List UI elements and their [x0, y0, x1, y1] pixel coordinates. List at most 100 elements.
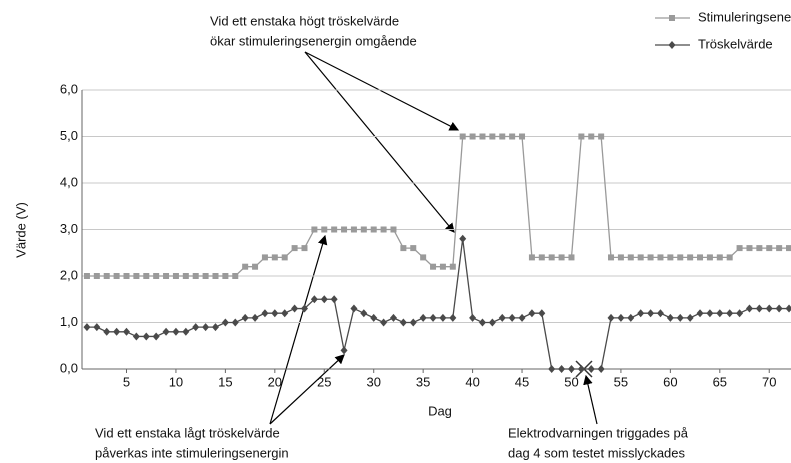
point — [608, 254, 615, 261]
point — [103, 327, 111, 336]
point — [696, 309, 704, 318]
point — [212, 273, 219, 279]
point — [588, 133, 595, 140]
point — [251, 313, 259, 322]
point — [281, 254, 288, 261]
point — [577, 365, 585, 373]
point — [666, 313, 674, 322]
legend-label: Tröskelvärde — [698, 36, 773, 51]
point — [669, 15, 675, 21]
x-tick-label: 25 — [317, 374, 331, 389]
point — [706, 309, 714, 318]
point — [509, 133, 516, 140]
point — [163, 273, 170, 279]
point — [755, 304, 763, 313]
point — [331, 226, 338, 233]
point — [489, 133, 496, 140]
point — [766, 245, 773, 252]
point — [519, 133, 526, 140]
point — [627, 254, 634, 261]
point — [597, 365, 605, 373]
x-tick-label: 35 — [416, 374, 430, 389]
point — [528, 309, 536, 318]
point — [558, 365, 566, 373]
point — [785, 304, 791, 313]
point — [360, 226, 367, 233]
point — [469, 133, 476, 140]
point — [83, 273, 90, 279]
point — [409, 318, 417, 327]
point — [271, 254, 278, 261]
series-line — [86, 238, 790, 370]
point — [775, 304, 783, 313]
point — [291, 245, 298, 252]
annotation: Vid ett enstaka högt tröskelvärde — [210, 13, 399, 28]
point — [578, 133, 585, 140]
point — [528, 254, 535, 261]
point — [617, 254, 624, 261]
point — [667, 254, 674, 261]
point — [133, 273, 140, 279]
series-line — [86, 135, 790, 277]
point — [380, 318, 388, 327]
point — [143, 273, 150, 279]
point — [390, 226, 397, 233]
point — [716, 254, 723, 261]
point — [281, 309, 289, 318]
point — [478, 318, 486, 327]
arrow — [304, 51, 455, 233]
point — [300, 304, 308, 313]
y-tick-label: 5,0 — [60, 128, 78, 143]
point — [677, 254, 684, 261]
point — [420, 254, 427, 261]
point — [587, 365, 595, 373]
point — [430, 263, 437, 270]
arrow — [304, 51, 460, 131]
x-tick-label: 55 — [614, 374, 628, 389]
x-tick-label: 10 — [169, 374, 183, 389]
point — [192, 323, 200, 332]
y-tick-label: 2,0 — [60, 267, 78, 282]
point — [321, 226, 328, 233]
point — [668, 41, 676, 49]
point — [439, 263, 446, 270]
point — [736, 245, 743, 252]
point — [162, 327, 170, 336]
point — [716, 309, 724, 318]
point — [657, 254, 664, 261]
point — [488, 318, 496, 327]
point — [627, 313, 635, 322]
point — [242, 263, 249, 270]
point — [399, 318, 407, 327]
x-tick-label: 5 — [123, 374, 130, 389]
point — [676, 313, 684, 322]
point — [538, 309, 546, 318]
point — [598, 133, 605, 140]
y-tick-label: 4,0 — [60, 174, 78, 189]
point — [429, 313, 437, 322]
point — [172, 327, 180, 336]
point — [687, 254, 694, 261]
y-tick-label: 1,0 — [60, 314, 78, 329]
point — [518, 313, 526, 322]
point — [647, 254, 654, 261]
point — [152, 332, 160, 341]
point — [310, 295, 318, 304]
point — [499, 133, 506, 140]
point — [261, 309, 269, 318]
point — [132, 332, 140, 341]
point — [607, 313, 615, 322]
point — [548, 365, 556, 373]
annotation: påverkas inte stimuleringsenergin — [95, 445, 289, 460]
point — [142, 332, 150, 341]
point — [686, 313, 694, 322]
point — [726, 309, 734, 318]
point — [232, 273, 239, 279]
point — [400, 245, 407, 252]
x-tick-label: 70 — [762, 374, 776, 389]
point — [311, 226, 318, 233]
point — [568, 254, 575, 261]
point — [360, 309, 368, 318]
point — [231, 318, 239, 327]
point — [370, 313, 378, 322]
